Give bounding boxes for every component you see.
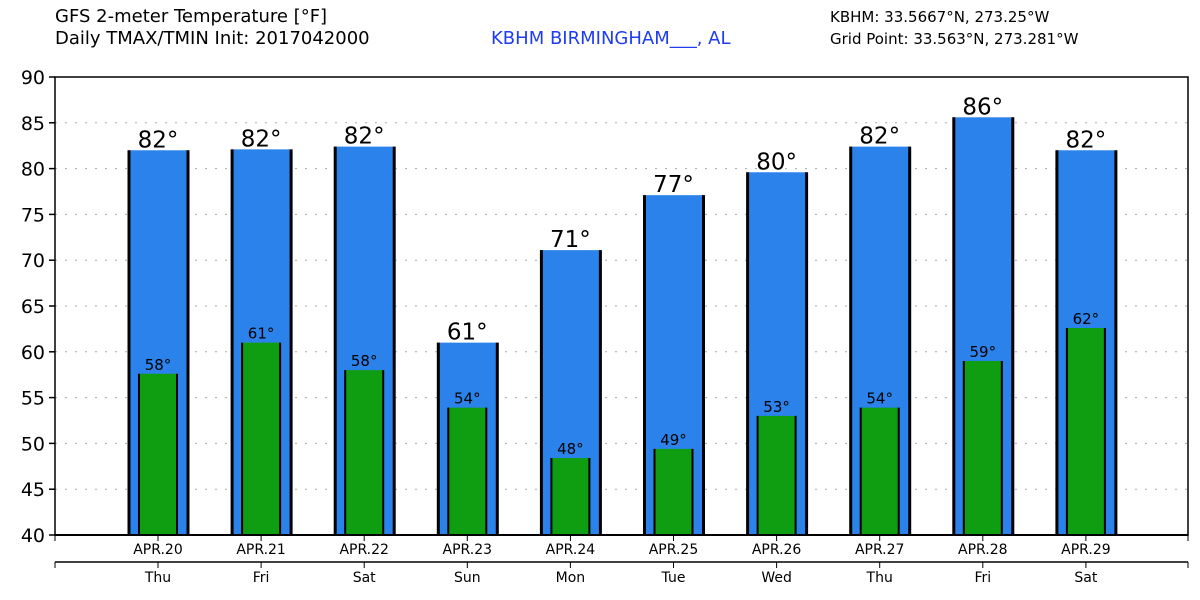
y-tick-label: 75 bbox=[21, 204, 45, 226]
x-tick-label-date: APR.26 bbox=[752, 542, 802, 558]
tmin-label: 58° bbox=[351, 352, 378, 370]
tmin-label: 54° bbox=[866, 390, 893, 408]
tmax-label: 61° bbox=[447, 320, 488, 346]
tmin-label: 48° bbox=[557, 440, 584, 458]
tmin-label: 58° bbox=[145, 356, 172, 374]
y-tick-label: 85 bbox=[21, 113, 45, 135]
y-tick-label: 45 bbox=[21, 479, 45, 501]
station-name: KBHM BIRMINGHAM___, AL bbox=[491, 28, 731, 49]
tmin-label: 61° bbox=[248, 325, 275, 343]
x-tick-label-day: Mon bbox=[556, 570, 586, 586]
y-tick-label: 40 bbox=[21, 525, 45, 547]
x-tick-label-day: Sat bbox=[353, 570, 376, 586]
tmin-bar bbox=[757, 415, 796, 535]
tmin-bar bbox=[1066, 327, 1105, 535]
tmax-label: 86° bbox=[962, 94, 1003, 120]
tmax-label: 82° bbox=[138, 127, 179, 153]
grid-point-coords: Grid Point: 33.563°N, 273.281°W bbox=[830, 30, 1079, 48]
x-tick-label-day: Wed bbox=[761, 570, 792, 586]
tmax-label: 71° bbox=[550, 227, 591, 253]
x-tick-label-day: Thu bbox=[866, 570, 893, 586]
plot-frame bbox=[54, 76, 1189, 536]
x-tick-label-day: Fri bbox=[253, 570, 270, 586]
tmin-bar bbox=[448, 407, 487, 535]
tmin-bar bbox=[139, 373, 177, 535]
y-tick-label: 50 bbox=[21, 433, 45, 455]
tmin-label: 59° bbox=[970, 343, 997, 361]
x-tick-label-date: APR.21 bbox=[236, 542, 286, 558]
x-tick-label-date: APR.23 bbox=[443, 542, 493, 558]
x-tick-label-day: Fri bbox=[974, 570, 991, 586]
y-tick-label: 60 bbox=[21, 342, 45, 364]
tmin-bar bbox=[345, 370, 384, 535]
tmin-label: 54° bbox=[454, 390, 481, 408]
tmax-label: 82° bbox=[1066, 127, 1107, 153]
tmax-label: 80° bbox=[756, 149, 797, 175]
tmin-bar bbox=[242, 342, 281, 535]
x-tick-label-day: Sat bbox=[1074, 570, 1097, 586]
x-tick-label-date: APR.24 bbox=[546, 542, 596, 558]
chart-subtitle: Daily TMAX/TMIN Init: 2017042000 bbox=[55, 28, 370, 49]
y-tick-label: 55 bbox=[21, 388, 45, 410]
y-tick-label: 70 bbox=[21, 250, 45, 272]
tmax-label: 82° bbox=[859, 124, 900, 150]
x-tick-label-date: APR.28 bbox=[958, 542, 1008, 558]
tmin-label: 53° bbox=[763, 398, 790, 416]
x-tick-label-date: APR.29 bbox=[1061, 542, 1111, 558]
x-tick-label-day: Thu bbox=[144, 570, 171, 586]
y-tick-label: 90 bbox=[21, 67, 45, 89]
x-tick-label-date: APR.20 bbox=[133, 542, 183, 558]
tmin-bar bbox=[551, 458, 590, 535]
y-tick-label: 65 bbox=[21, 296, 45, 318]
tmin-label: 49° bbox=[660, 431, 687, 449]
x-tick-label-date: APR.22 bbox=[339, 542, 389, 558]
tmin-bar bbox=[860, 407, 899, 535]
tmin-bar bbox=[654, 448, 693, 535]
chart-title: GFS 2-meter Temperature [°F] bbox=[55, 6, 328, 27]
x-tick-label-day: Tue bbox=[661, 570, 686, 586]
x-tick-label-date: APR.25 bbox=[649, 542, 699, 558]
x-tick-label-date: APR.27 bbox=[855, 542, 905, 558]
tmin-label: 62° bbox=[1073, 310, 1100, 328]
tmin-bar bbox=[963, 360, 1002, 535]
tmax-label: 82° bbox=[344, 124, 385, 150]
tmax-label: 82° bbox=[241, 126, 282, 152]
x-tick-label-day: Sun bbox=[454, 570, 481, 586]
station-coords: KBHM: 33.5667°N, 273.25°W bbox=[830, 8, 1050, 26]
y-tick-label: 80 bbox=[21, 159, 45, 181]
tmax-label: 77° bbox=[653, 172, 694, 198]
